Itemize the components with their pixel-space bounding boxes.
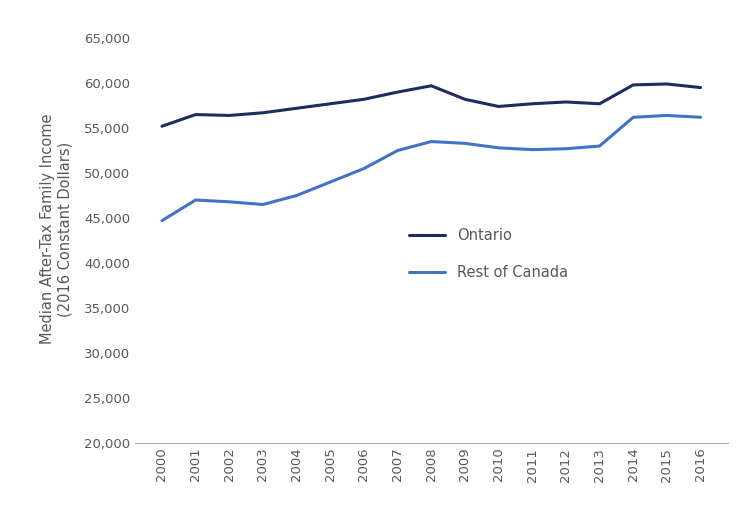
Ontario [359,96,368,103]
Ontario [662,81,671,87]
Ontario [326,101,334,107]
Rest of Canada [158,218,166,224]
Ontario [595,101,604,107]
Ontario [292,105,301,111]
Rest of Canada [359,165,368,171]
Ontario [494,103,503,109]
Ontario [259,109,268,116]
Y-axis label: Median After-Tax Family Income
(2016 Constant Dollars): Median After-Tax Family Income (2016 Con… [40,114,73,344]
Rest of Canada [628,114,638,120]
Rest of Canada [191,197,200,203]
Rest of Canada [494,145,503,151]
Rest of Canada [460,140,470,146]
Ontario [562,99,571,105]
Ontario [696,84,705,91]
Line: Rest of Canada: Rest of Canada [162,116,701,221]
Rest of Canada [259,202,268,208]
Ontario [393,89,402,95]
Rest of Canada [595,143,604,149]
Rest of Canada [427,139,436,145]
Line: Ontario: Ontario [162,84,701,126]
Rest of Canada [225,199,234,205]
Ontario [225,113,234,119]
Rest of Canada [662,113,671,119]
Rest of Canada [696,114,705,120]
Legend: Ontario, Rest of Canada: Ontario, Rest of Canada [409,228,568,280]
Rest of Canada [292,192,301,199]
Ontario [628,82,638,88]
Rest of Canada [326,179,334,185]
Rest of Canada [528,146,537,153]
Ontario [528,101,537,107]
Rest of Canada [562,145,571,152]
Ontario [158,123,166,129]
Ontario [427,83,436,89]
Ontario [460,96,470,103]
Ontario [191,111,200,118]
Rest of Canada [393,147,402,154]
